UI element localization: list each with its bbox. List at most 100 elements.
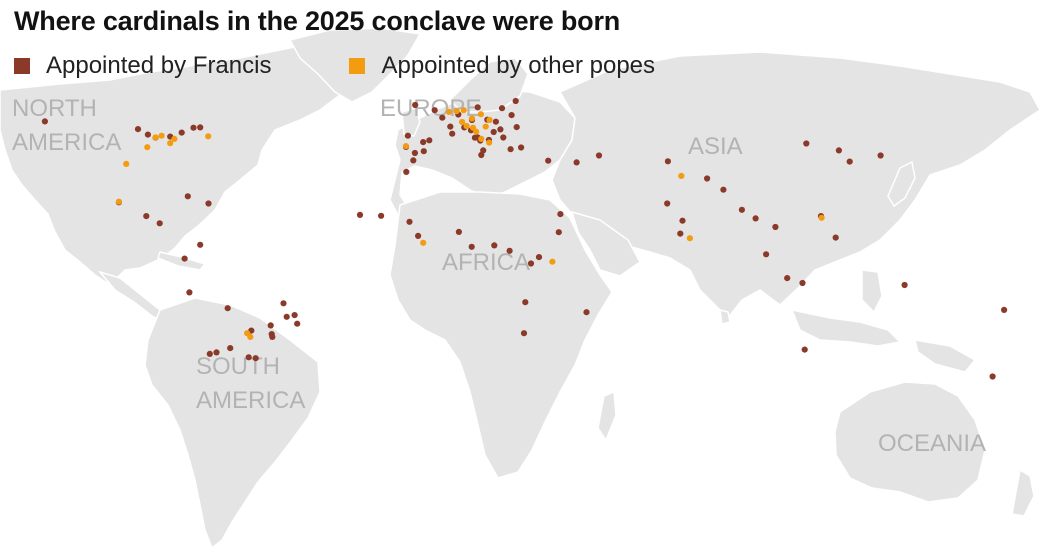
birthplace-dot-other-popes: [482, 123, 489, 130]
birthplace-dot-other-popes: [463, 122, 470, 130]
birthplace-dot-francis: [283, 313, 290, 320]
continent-label-north-america: NORTH: [12, 95, 97, 122]
birthplace-dot-other-popes: [244, 330, 251, 337]
madagascar-land: [597, 390, 617, 442]
birthplace-dot-francis: [492, 118, 499, 125]
birthplace-dot-francis: [144, 131, 151, 138]
birthplace-dot-francis: [518, 144, 525, 151]
birthplace-dot-francis: [197, 241, 204, 248]
birthplace-dot-francis: [595, 152, 603, 159]
birthplace-dot-francis: [513, 124, 520, 131]
birthplace-dot-francis: [520, 330, 528, 337]
birthplace-dot-francis: [411, 149, 418, 157]
birthplace-dot-francis: [677, 230, 684, 237]
birthplace-dot-other-popes: [453, 108, 460, 115]
birthplace-dot-francis: [184, 193, 191, 200]
birthplace-dot-francis: [512, 97, 519, 105]
birthplace-dot-francis: [291, 312, 298, 319]
birthplace-dot-francis: [41, 118, 49, 125]
birthplace-dot-francis: [803, 140, 810, 147]
birthplace-dot-francis: [527, 260, 535, 267]
legend-item-other-popes: Appointed by other popes: [349, 52, 655, 80]
birthplace-dot-other-popes: [460, 107, 467, 114]
birthplace-dot-francis: [420, 139, 427, 146]
birthplace-dot-francis: [738, 206, 746, 213]
birthplace-dot-other-popes: [123, 160, 130, 167]
birthplace-dot-francis: [426, 137, 433, 144]
birthplace-dot-other-popes: [686, 235, 694, 242]
birthplace-dot-francis: [378, 212, 385, 219]
japan-land: [887, 160, 916, 208]
birthplace-dot-francis: [415, 232, 422, 239]
new-zealand-land: [1011, 468, 1035, 517]
birthplace-dot-francis: [269, 333, 276, 340]
birthplace-dot-francis: [1001, 306, 1008, 313]
birthplace-dot-francis: [406, 218, 413, 225]
birthplace-dot-francis: [478, 151, 485, 159]
birthplace-dot-francis: [474, 104, 481, 111]
birthplace-dot-francis: [245, 354, 252, 361]
birthplace-dot-francis: [267, 322, 274, 329]
birthplace-dot-francis: [156, 220, 163, 227]
birthplace-dot-other-popes: [818, 214, 825, 221]
birthplace-dot-francis: [205, 200, 212, 207]
birthplace-dot-francis: [252, 355, 259, 362]
birthplace-dot-francis: [507, 146, 514, 153]
birthplace-dot-francis: [404, 132, 411, 139]
birthplace-dot-other-popes: [158, 132, 165, 139]
birthplace-dot-francis: [410, 157, 417, 164]
north-america-land: [0, 45, 361, 286]
birthplace-dot-francis: [832, 234, 839, 241]
africa-land: [389, 191, 613, 479]
birthplace-dot-francis: [143, 213, 150, 220]
sri-lanka-land: [719, 309, 731, 325]
birthplace-dot-other-popes: [420, 239, 427, 246]
south-america-land: [144, 297, 321, 549]
uk-ireland-land: [401, 107, 421, 137]
birthplace-dot-francis: [679, 217, 686, 224]
continent-label-asia: ASIA: [688, 133, 743, 160]
birthplace-dot-other-popes: [171, 135, 178, 142]
birthplace-dot-other-popes: [473, 128, 480, 135]
birthplace-dot-francis: [420, 148, 427, 155]
birthplace-dot-francis: [497, 126, 504, 133]
southeast-asia-islands-land: [790, 308, 902, 347]
birthplace-dot-francis: [491, 242, 498, 249]
birthplace-dot-francis: [508, 112, 515, 119]
continent-label-south-america: AMERICA: [196, 387, 305, 414]
land-masses: [0, 27, 1041, 549]
birthplace-markers: [41, 97, 1008, 380]
birthplace-dot-francis: [280, 300, 287, 307]
birthplace-dot-francis: [439, 114, 446, 121]
birthplace-dot-francis: [555, 229, 562, 236]
continent-label-africa: AFRICA: [442, 249, 530, 276]
birthplace-dot-francis: [197, 124, 204, 131]
legend-swatch-other-popes: [349, 58, 366, 74]
birthplace-dot-other-popes: [402, 143, 410, 150]
asia-land: [551, 51, 1041, 320]
birthplace-dot-francis: [449, 130, 456, 137]
birthplace-dot-francis: [506, 247, 513, 254]
continent-label-north-america: AMERICA: [12, 129, 121, 156]
birthplace-dot-francis: [224, 305, 231, 312]
birthplace-dot-francis: [989, 373, 996, 380]
birthplace-dot-francis: [877, 152, 884, 159]
birthplace-dot-francis: [455, 228, 462, 235]
birthplace-dot-francis: [799, 279, 806, 287]
map-title: Where cardinals in the 2025 conclave wer…: [14, 6, 621, 36]
caribbean-land: [157, 251, 207, 271]
birthplace-dot-francis: [535, 254, 543, 261]
birthplace-dot-francis: [227, 345, 234, 352]
birthplace-dot-francis: [583, 309, 590, 316]
birthplace-dot-francis: [784, 275, 791, 282]
birthplace-dot-francis: [846, 158, 853, 165]
birthplace-dot-other-popes: [478, 135, 485, 142]
birthplace-dot-other-popes: [205, 133, 212, 140]
birthplace-dot-other-popes: [445, 108, 453, 115]
birthplace-dot-francis: [573, 159, 580, 166]
birthplace-dot-francis: [835, 147, 843, 154]
birthplace-dot-francis: [664, 158, 672, 165]
birthplace-dot-francis: [490, 128, 497, 136]
birthplace-dot-francis: [545, 157, 552, 164]
